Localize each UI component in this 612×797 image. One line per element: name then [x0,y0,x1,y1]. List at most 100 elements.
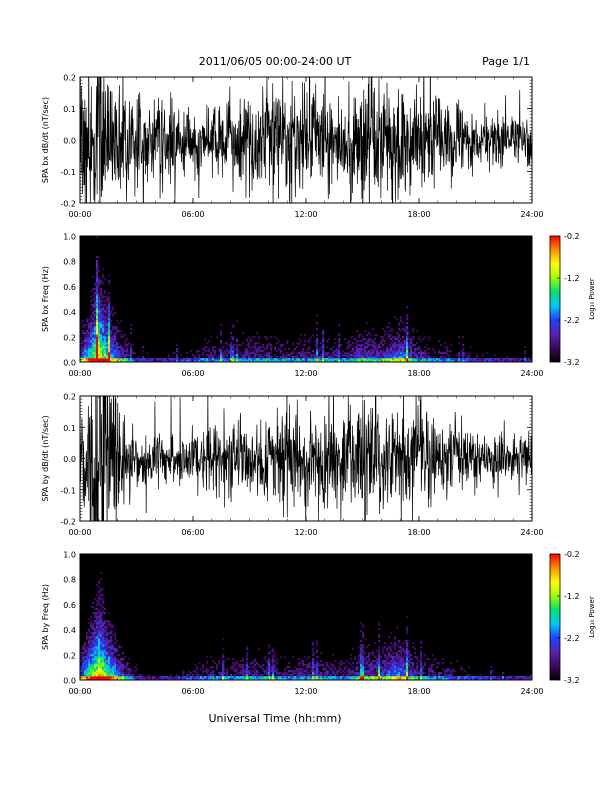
heatmap-cell [312,676,315,679]
heatmap-cell [360,640,363,643]
heatmap-cell [394,360,397,363]
heatmap-cell [410,668,413,671]
heatmap-cell [80,334,83,337]
heatmap-cell [382,670,385,673]
heatmap-cell [190,360,193,363]
heatmap-cell [140,360,143,363]
heatmap-cell [96,290,99,293]
heatmap-cell [462,360,465,363]
y-tick-label: 0.0 [63,677,76,686]
heatmap-cell [234,356,237,359]
heatmap-cell [248,678,251,681]
heatmap-cell [124,358,127,361]
heatmap-cell [370,360,373,363]
heatmap-cell [508,360,511,363]
x-tick-label: 18:00 [407,369,430,378]
heatmap-cell [260,346,263,349]
heatmap-cell [242,356,245,359]
heatmap-cell [350,350,353,353]
heatmap-cell [394,672,397,675]
heatmap-cell [288,670,291,673]
heatmap-cell [406,658,409,661]
heatmap-cell [104,678,107,681]
heatmap-cell [108,316,111,319]
heatmap-cell [268,658,271,661]
heatmap-cell [318,348,321,351]
heatmap-cell [90,650,93,653]
plot-frame [79,553,533,681]
heatmap-cell [102,678,105,681]
heatmap-cell [376,344,379,347]
heatmap-cell [322,334,325,337]
heatmap-cell [382,350,385,353]
heatmap-cell [494,678,497,681]
heatmap-cell [402,674,405,677]
heatmap-cell [406,306,409,309]
heatmap-cell [118,646,121,649]
heatmap-cell [126,664,129,667]
heatmap-cell [238,678,241,681]
heatmap-cell [420,666,423,669]
heatmap-cell [98,270,101,273]
heatmap-cell [248,666,251,669]
heatmap-cell [444,342,447,345]
heatmap-cell [356,678,359,681]
heatmap-cell [98,580,101,583]
heatmap-cell [378,624,381,627]
heatmap-cell [258,356,261,359]
heatmap-cell [290,356,293,359]
heatmap-cell [112,654,115,657]
heatmap-cell [86,332,89,335]
heatmap-cell [498,360,501,363]
heatmap-cell [414,352,417,355]
heatmap-cell [360,644,363,647]
heatmap-cell [188,676,191,679]
heatmap-cell [96,262,99,265]
heatmap-cell [146,678,149,681]
heatmap-cell [100,322,103,325]
heatmap-cell [128,360,131,363]
heatmap-cell [508,678,511,681]
heatmap-cell [108,296,111,299]
heatmap-cell [388,326,391,329]
heatmap-cell [116,326,119,329]
heatmap-cell [94,662,97,665]
heatmap-cell [104,626,107,629]
heatmap-cell [94,282,97,285]
heatmap-cell [242,358,245,361]
heatmap-cell [112,640,115,643]
heatmap-cell [122,358,125,361]
heatmap-cell [116,662,119,665]
heatmap-cell [248,360,251,363]
heatmap-cell [212,354,215,357]
heatmap-cell [82,358,85,361]
heatmap-cell [92,640,95,643]
heatmap-cell [300,350,303,353]
heatmap-cell [494,354,497,357]
heatmap-cell [528,676,531,679]
heatmap-cell [100,348,103,351]
heatmap-cell [372,348,375,351]
heatmap-cell [86,360,89,363]
heatmap-cell [366,678,369,681]
heatmap-cell [368,652,371,655]
heatmap-cell [260,356,263,359]
heatmap-cell [190,672,193,675]
heatmap-cell [444,360,447,363]
heatmap-cell [392,344,395,347]
heatmap-cell [130,350,133,353]
heatmap-cell [172,360,175,363]
heatmap-cell [84,358,87,361]
x-tick-label: 18:00 [407,210,430,219]
heatmap-cell [100,308,103,311]
heatmap-cell [98,312,101,315]
heatmap-cell [84,660,87,663]
heatmap-cell [344,358,347,361]
heatmap-cell [108,646,111,649]
heatmap-cell [90,674,93,677]
heatmap-cell [254,358,257,361]
heatmap-cell [204,670,207,673]
heatmap-cell [300,670,303,673]
heatmap-cell [320,664,323,667]
heatmap-cell [168,676,171,679]
